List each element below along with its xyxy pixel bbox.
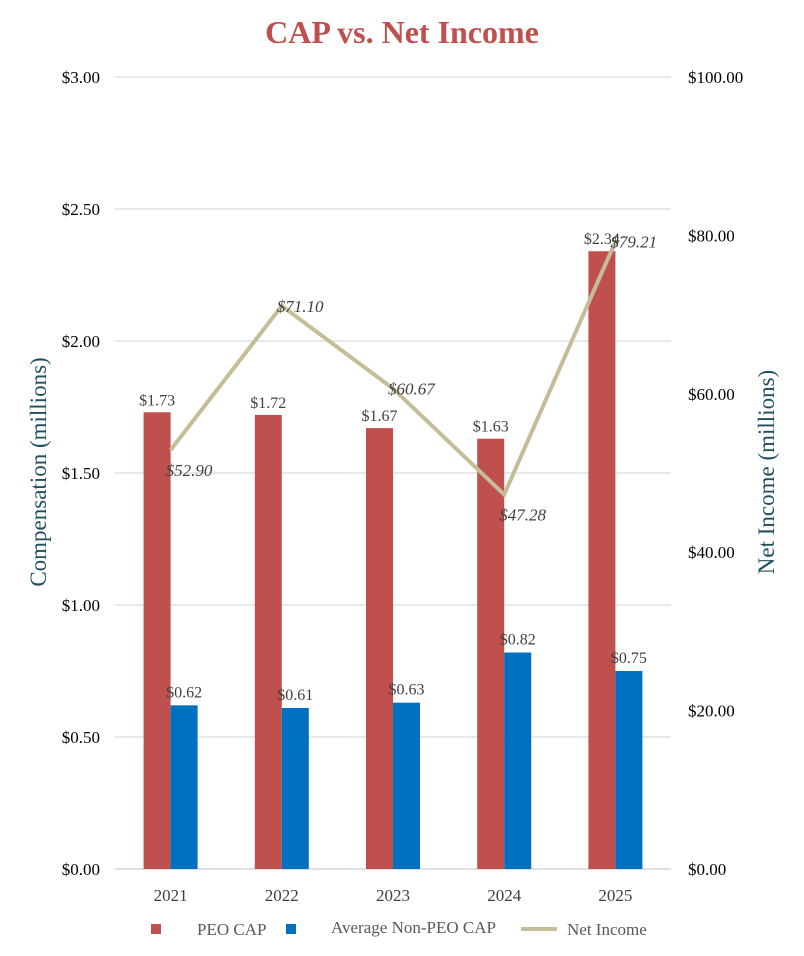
data-label-net-income: $79.21	[610, 233, 657, 252]
right-tick-label: $60.00	[688, 385, 735, 404]
data-label-net-income: $52.90	[166, 461, 213, 480]
x-tick-label: 2021	[154, 886, 188, 905]
legend-label-net-income: Net Income	[567, 920, 647, 939]
right-tick-label: $40.00	[688, 543, 735, 562]
data-label-non-peo-cap: $0.75	[611, 650, 647, 667]
data-label-peo-cap: $2.34	[584, 231, 620, 248]
bar-peo-cap	[143, 412, 171, 869]
chart-title: CAP vs. Net Income	[265, 14, 539, 50]
right-tick-label: $80.00	[688, 226, 735, 245]
bar-peo-cap	[477, 438, 505, 869]
x-tick-label: 2022	[265, 886, 299, 905]
net-income-line-group	[169, 240, 618, 498]
data-label-peo-cap: $1.67	[362, 408, 398, 425]
legend-swatch-peo-cap	[151, 924, 161, 934]
left-tick-label: $0.50	[62, 728, 100, 747]
data-label-non-peo-cap: $0.61	[277, 687, 313, 704]
x-tick-label: 2023	[376, 886, 410, 905]
data-label-peo-cap: $1.72	[250, 395, 286, 412]
bar-peo-cap	[366, 428, 393, 869]
bar-peo-cap	[254, 414, 282, 869]
legend-swatch-non-peo-cap	[286, 924, 296, 934]
data-label-peo-cap: $1.63	[473, 419, 509, 436]
net-income-line	[169, 240, 618, 498]
left-tick-label: $2.50	[62, 200, 100, 219]
data-label-non-peo-cap: $0.62	[166, 684, 202, 701]
left-tick-label: $3.00	[62, 68, 100, 87]
bars	[143, 251, 643, 870]
axis-ticks: $0.00 $0.50 $1.00 $1.50 $2.00 $2.50 $3.00 $0.00…	[62, 68, 744, 905]
legend-label-non-peo-cap: Average Non-PEO CAP	[331, 918, 496, 937]
bar-non-peo-cap	[504, 652, 532, 869]
data-labels: $1.73 $0.62 $1.72 $0.61 $1.67 $0.63 $1.63 $0.82…	[139, 231, 657, 704]
legend: PEO CAP Average Non-PEO CAP Net Income	[151, 918, 647, 939]
data-label-net-income: $71.10	[277, 297, 324, 316]
bar-peo-cap	[588, 251, 616, 870]
left-tick-label: $1.50	[62, 464, 100, 483]
left-tick-label: $1.00	[62, 596, 100, 615]
data-label-net-income: $60.67	[388, 379, 436, 398]
bar-non-peo-cap	[615, 671, 643, 869]
x-tick-label: 2025	[598, 886, 632, 905]
right-axis-label: Net Income (millions)	[754, 370, 779, 574]
right-tick-label: $0.00	[688, 860, 726, 879]
data-label-peo-cap: $1.73	[139, 392, 175, 409]
left-tick-label: $0.00	[62, 860, 100, 879]
bar-non-peo-cap	[281, 707, 309, 869]
x-tick-label: 2024	[487, 886, 522, 905]
data-label-non-peo-cap: $0.63	[389, 682, 425, 699]
legend-label-peo-cap: PEO CAP	[197, 920, 266, 939]
bar-non-peo-cap	[393, 702, 420, 869]
right-tick-label: $20.00	[688, 702, 735, 721]
bar-non-peo-cap	[170, 705, 198, 869]
data-label-net-income: $47.28	[499, 506, 546, 525]
right-tick-label: $100.00	[688, 68, 743, 87]
left-tick-label: $2.00	[62, 332, 100, 351]
left-axis-label: Compensation (millions)	[26, 357, 51, 586]
data-label-non-peo-cap: $0.82	[500, 632, 536, 649]
